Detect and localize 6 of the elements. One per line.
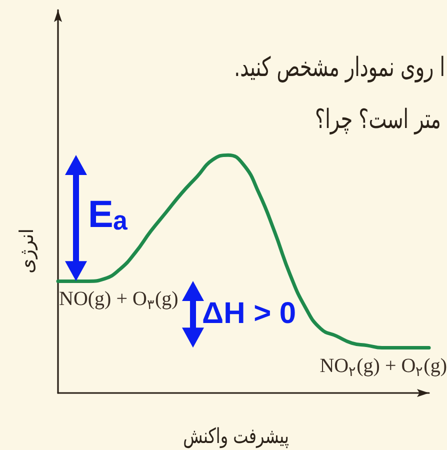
annotation: Eₐ: [88, 194, 128, 238]
annotation: ΔH > 0: [202, 297, 296, 332]
text: متر است؟ چرا؟: [314, 104, 441, 135]
text: ا روی نمودار مشخص کنید.: [234, 52, 445, 83]
y-axis-title: انرژی: [16, 228, 38, 274]
x-axis-title: پیشرفت واکنش: [183, 424, 289, 448]
